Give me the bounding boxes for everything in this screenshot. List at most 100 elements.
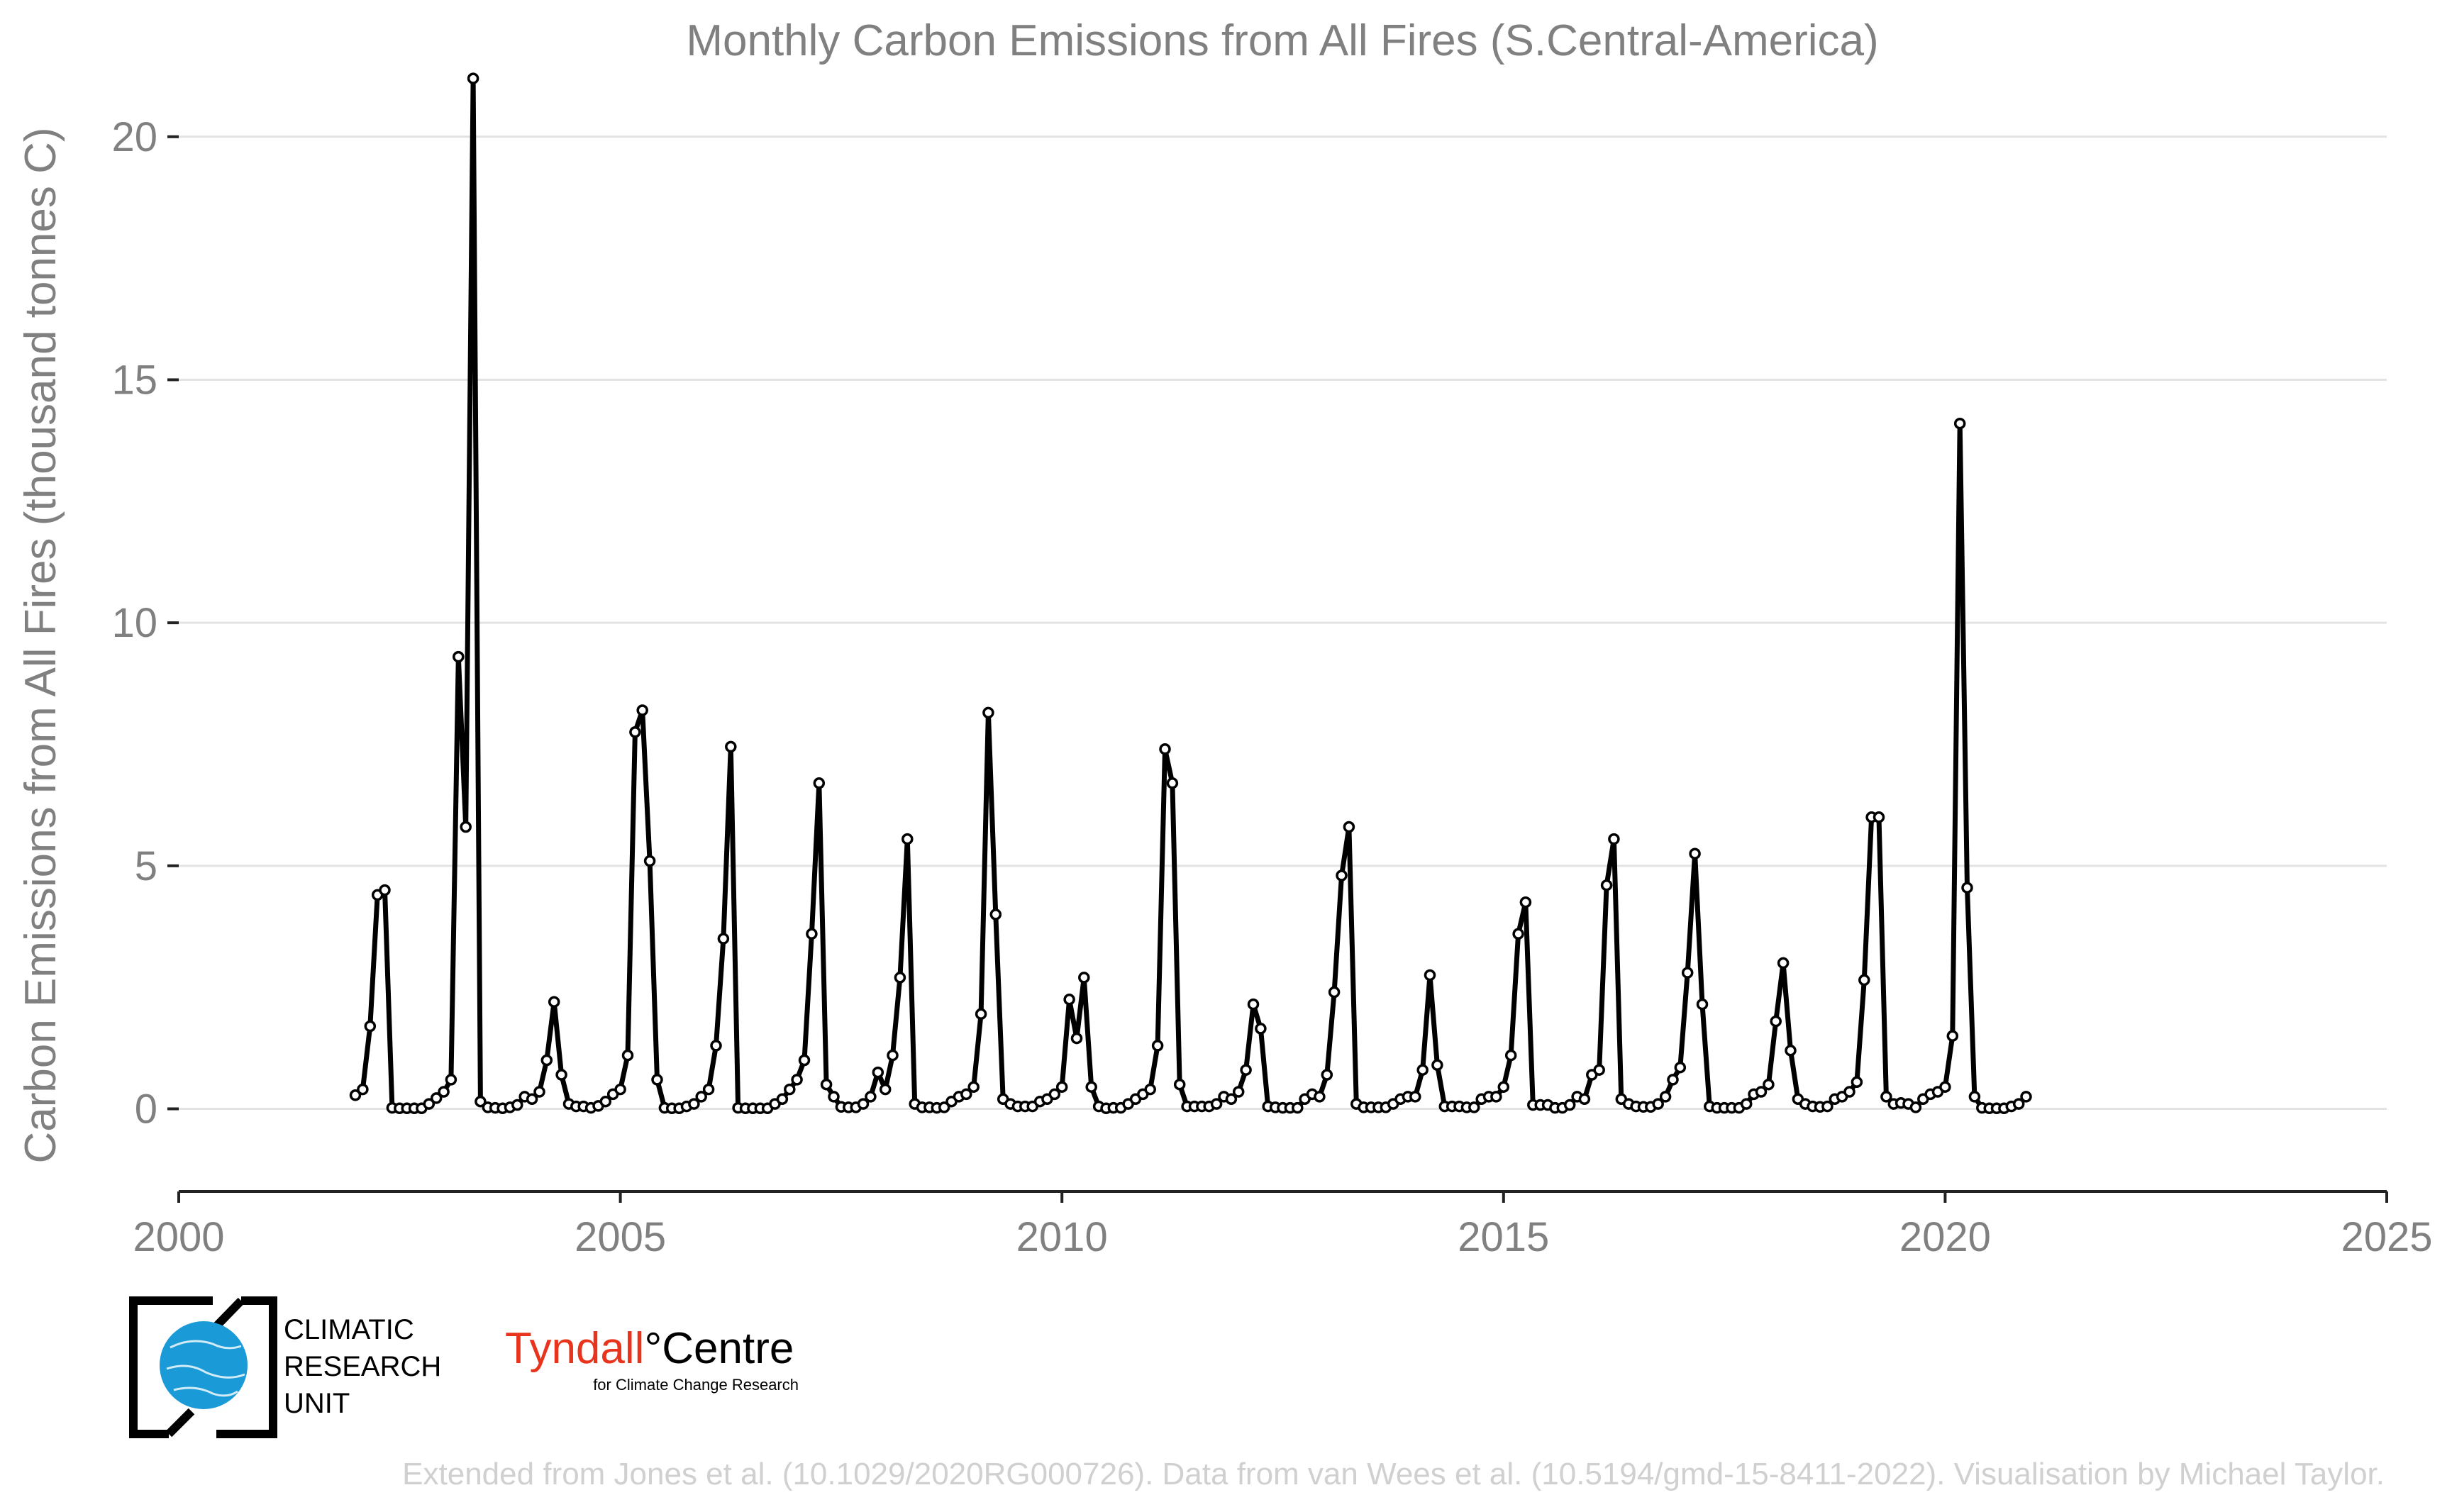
data-point xyxy=(1873,811,1885,823)
data-point xyxy=(1292,1101,1304,1114)
data-point xyxy=(1512,928,1524,940)
data-point xyxy=(1821,1100,1834,1113)
data-point xyxy=(1578,1093,1591,1106)
data-point xyxy=(1763,1078,1775,1091)
data-point xyxy=(1696,998,1709,1011)
data-point xyxy=(865,1091,877,1103)
data-point xyxy=(938,1101,950,1113)
data-point xyxy=(423,1098,436,1110)
data-point xyxy=(894,972,906,984)
data-point xyxy=(2020,1091,2032,1103)
data-point xyxy=(1939,1081,1951,1093)
data-point xyxy=(2012,1098,2025,1110)
data-point xyxy=(695,1091,707,1103)
y-tick-label: 0 xyxy=(135,1086,157,1132)
data-point xyxy=(643,855,656,867)
grid-lines xyxy=(179,135,2387,1110)
data-point xyxy=(1504,1049,1517,1062)
data-point xyxy=(438,1086,450,1098)
data-point xyxy=(1674,1061,1687,1074)
data-point xyxy=(1689,847,1701,860)
y-axis-label: Carbon Emissions from All Fires (thousan… xyxy=(16,127,65,1163)
data-point xyxy=(467,72,479,84)
data-point xyxy=(982,706,994,719)
y-tick-label: 10 xyxy=(111,600,157,646)
data-point xyxy=(688,1098,700,1110)
data-point xyxy=(511,1099,523,1111)
data-point xyxy=(879,1083,892,1096)
data-point xyxy=(1247,998,1260,1011)
tyndall-subtitle: for Climate Change Research xyxy=(593,1376,799,1394)
data-point xyxy=(717,933,730,945)
data-point xyxy=(1600,879,1613,891)
data-point xyxy=(1497,1081,1510,1093)
data-point xyxy=(902,833,914,845)
data-point xyxy=(1048,1088,1061,1101)
data-point xyxy=(1232,1086,1245,1098)
data-point xyxy=(1593,1064,1605,1076)
globe-continents-icon xyxy=(166,1340,245,1397)
y-tick-label: 5 xyxy=(135,843,157,889)
data-point xyxy=(1777,957,1790,969)
data-point xyxy=(1409,1091,1421,1103)
data-point xyxy=(1431,1059,1443,1072)
data-point xyxy=(599,1095,612,1108)
data-point xyxy=(1843,1086,1855,1098)
data-point xyxy=(1563,1099,1576,1111)
globe-icon xyxy=(160,1321,248,1409)
data-point xyxy=(1858,974,1870,986)
data-point xyxy=(1240,1064,1252,1076)
data-point xyxy=(784,1083,796,1096)
data-point xyxy=(445,1074,457,1086)
chart-title: Monthly Carbon Emissions from All Fires … xyxy=(686,16,1878,65)
data-point xyxy=(776,1093,789,1106)
data-point xyxy=(1255,1023,1267,1035)
data-point xyxy=(1416,1064,1429,1076)
data-point xyxy=(1328,986,1341,999)
data-point xyxy=(430,1092,443,1104)
series-emissions xyxy=(349,72,2032,1115)
data-point xyxy=(960,1088,972,1101)
data-point xyxy=(621,1049,634,1062)
data-point xyxy=(1740,1098,1753,1110)
data-point xyxy=(1946,1030,1959,1042)
tyndall-logo: Tyndall°Centre for Climate Change Resear… xyxy=(505,1324,799,1394)
data-point xyxy=(460,821,472,833)
data-point xyxy=(1468,1101,1480,1113)
data-point xyxy=(989,908,1002,921)
data-point xyxy=(857,1098,870,1110)
data-point xyxy=(1424,969,1436,982)
data-point xyxy=(1755,1086,1768,1098)
data-point xyxy=(1055,1081,1068,1093)
data-point xyxy=(475,1095,487,1108)
data-point xyxy=(364,1020,377,1033)
data-point xyxy=(872,1066,884,1079)
data-point xyxy=(1608,833,1620,845)
data-point xyxy=(629,726,641,738)
x-tick-label: 2015 xyxy=(1458,1214,1549,1260)
data-point xyxy=(614,1083,626,1096)
data-point xyxy=(1785,1045,1797,1057)
data-point xyxy=(1336,869,1348,882)
cru-label-line-3: UNIT xyxy=(284,1388,350,1419)
x-tick-label: 2000 xyxy=(133,1214,224,1260)
data-point xyxy=(791,1074,803,1086)
x-tick-label: 2010 xyxy=(1016,1214,1108,1260)
cru-label-line-1: CLIMATIC xyxy=(284,1314,414,1345)
cru-slash-icon xyxy=(165,1297,245,1438)
data-point xyxy=(651,1074,663,1086)
data-point xyxy=(975,1008,987,1021)
data-point xyxy=(967,1081,980,1093)
cru-logo: CLIMATIC RESEARCH UNIT xyxy=(129,1296,441,1438)
tyndall-black-text: Centre xyxy=(662,1324,794,1373)
data-point xyxy=(798,1054,811,1067)
cru-bracket-icon xyxy=(129,1296,277,1438)
x-tick-label: 2005 xyxy=(575,1214,666,1260)
data-point xyxy=(636,704,648,716)
data-point xyxy=(1770,1015,1782,1028)
data-point xyxy=(1166,777,1179,789)
data-point xyxy=(1851,1076,1863,1089)
data-point xyxy=(1321,1069,1333,1081)
data-point xyxy=(1173,1078,1186,1091)
